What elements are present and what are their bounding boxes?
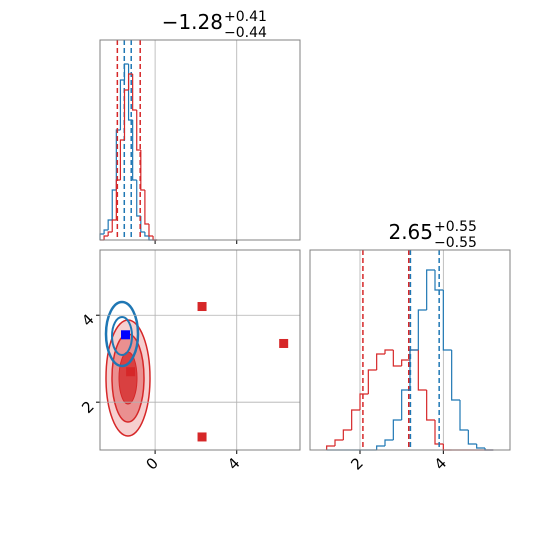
histogram-step xyxy=(140,150,145,191)
histogram-step xyxy=(434,420,444,445)
histogram-step xyxy=(401,359,410,366)
histogram-step xyxy=(342,429,352,440)
histogram-step xyxy=(132,74,137,111)
contour xyxy=(104,300,140,368)
histogram-step xyxy=(136,110,141,151)
title-lower: −0.55 xyxy=(434,235,477,251)
histogram-step xyxy=(376,445,385,450)
contour xyxy=(118,351,138,405)
histogram-step xyxy=(351,409,360,430)
histogram-step xyxy=(401,389,410,420)
histogram-step xyxy=(426,390,435,421)
marker xyxy=(121,330,131,340)
histogram-step xyxy=(442,290,452,351)
x-tick-label: 0 xyxy=(142,454,161,473)
histogram-step xyxy=(392,419,402,440)
histogram-step xyxy=(148,224,154,237)
histogram-step xyxy=(103,235,109,240)
histogram-step xyxy=(467,430,477,445)
x-tick-label: 2 xyxy=(347,454,366,473)
panel: 0 4 2 4 xyxy=(78,249,301,474)
histogram-step xyxy=(144,190,149,225)
histogram-step xyxy=(434,270,444,291)
title: 2.65 xyxy=(388,220,433,244)
y-tick-label: 2 xyxy=(78,397,97,416)
panel: 2 4 2.65 +0.55−0.55 xyxy=(309,219,511,474)
histogram-step xyxy=(426,269,435,310)
histogram-step xyxy=(451,350,460,401)
histogram-step xyxy=(140,216,145,233)
histogram-step xyxy=(392,350,402,367)
x-tick-label: 4 xyxy=(224,454,243,473)
marker xyxy=(197,432,207,442)
histogram-step xyxy=(417,350,427,391)
histogram-step xyxy=(334,439,344,446)
contours xyxy=(104,300,151,437)
histogram-step xyxy=(442,444,452,451)
histogram-step xyxy=(127,73,133,90)
histogram-step xyxy=(132,120,137,181)
histogram-step xyxy=(326,445,335,450)
histogram-step xyxy=(376,353,385,370)
histogram-step xyxy=(115,179,121,220)
frame xyxy=(99,249,301,451)
histogram-step xyxy=(123,89,129,140)
x-tick-label: 4 xyxy=(431,454,450,473)
histogram-step xyxy=(123,63,129,80)
histogram-step xyxy=(119,139,125,180)
histogram-step xyxy=(409,349,419,390)
title-upper: +0.55 xyxy=(434,219,477,235)
frame xyxy=(99,39,301,241)
histogram-step xyxy=(107,219,113,230)
marker xyxy=(279,338,289,348)
histogram-step xyxy=(119,79,125,130)
histogram-step xyxy=(384,349,394,354)
histogram-step xyxy=(409,349,419,360)
frame xyxy=(309,249,511,451)
panel: −1.28 +0.41−0.44 xyxy=(99,9,301,244)
marker xyxy=(197,302,207,312)
histogram-step xyxy=(359,393,369,410)
marker xyxy=(126,367,136,377)
histogram-step xyxy=(417,309,427,350)
y-tick-label: 4 xyxy=(78,310,97,329)
histogram-step xyxy=(115,129,121,190)
histogram-step xyxy=(476,444,485,449)
title-upper: +0.41 xyxy=(224,9,267,25)
histogram-step xyxy=(107,231,113,236)
histogram-step xyxy=(99,233,105,240)
histogram-step xyxy=(144,232,149,237)
histogram-step xyxy=(384,439,394,446)
histogram-step xyxy=(459,400,469,431)
histogram-step xyxy=(103,229,109,234)
title-lower: −0.44 xyxy=(224,25,267,41)
histogram-step xyxy=(111,189,117,220)
histogram-step xyxy=(111,219,117,232)
title: −1.28 xyxy=(162,10,223,34)
contour xyxy=(111,316,133,356)
histogram-step xyxy=(367,369,377,394)
